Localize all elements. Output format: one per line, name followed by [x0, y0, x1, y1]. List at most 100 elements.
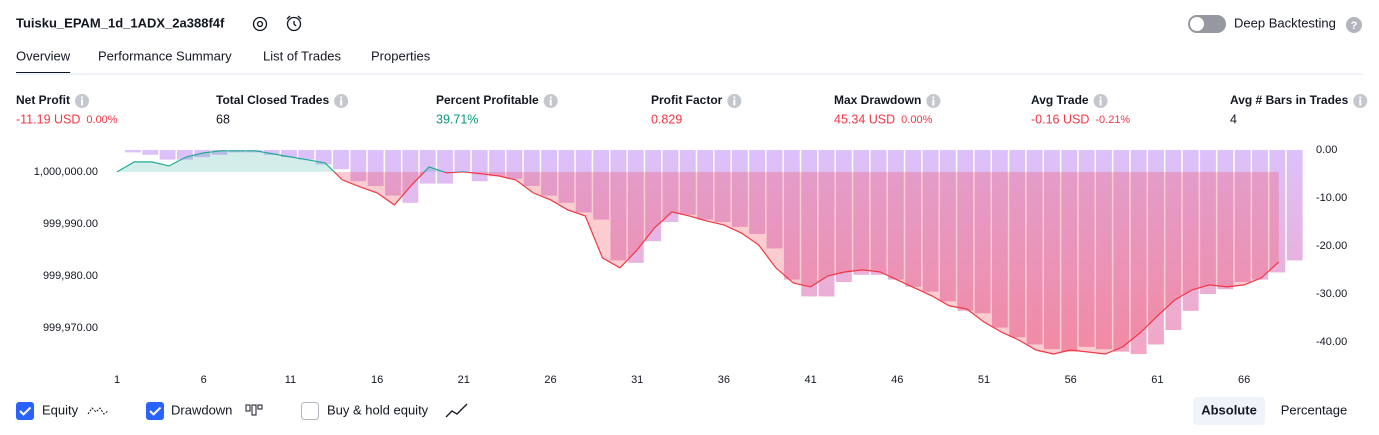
legend-label: Equity [42, 402, 79, 417]
info-stem [81, 99, 83, 106]
strategy-title: Tuisku_EPAM_1d_1ADX_2a388f4f [16, 15, 225, 30]
info-icon[interactable] [926, 94, 941, 108]
drawdown-bar [419, 150, 436, 184]
y2-tick-label: -40.00 [1316, 336, 1347, 348]
x-tick-label: 61 [1151, 374, 1163, 386]
info-stem [1099, 99, 1102, 106]
legend: Equity Drawdown Buy & hold equity [16, 402, 468, 420]
deep-backtesting-label: Deep Backtesting [1234, 15, 1336, 30]
equity-icon [87, 407, 109, 415]
metric-value: -11.19 USD [16, 112, 80, 126]
drawdown-bar [159, 150, 176, 160]
drawdown-bar [125, 150, 141, 153]
metric-label: Total Closed Trades [216, 93, 329, 107]
x-tick-label: 56 [1065, 374, 1077, 386]
x-tick-label: 41 [804, 374, 816, 386]
metrics-row: Net Profit -11.19 USD 0.00% Total Closed Tr… [16, 93, 1368, 126]
deep-backtesting-toggle[interactable] [1188, 15, 1226, 33]
metric-value: 68 [216, 112, 230, 126]
equity-line [116, 150, 1280, 355]
drawdown-bar [437, 150, 453, 184]
metric-value: -0.16 USD [1031, 112, 1089, 126]
drawdown-icon [257, 404, 263, 410]
drawdown-bar [263, 150, 280, 155]
y-tick-label: 999,970.00 [43, 322, 98, 334]
x-tick-label: 11 [285, 374, 296, 386]
drawdown-bar [506, 150, 523, 179]
tab[interactable]: Performance Summary [98, 48, 232, 63]
mode-button-bg[interactable] [1193, 397, 1265, 425]
info-dot [733, 96, 736, 99]
info-stem [549, 99, 552, 106]
info-dot [1099, 96, 1102, 99]
checkmark [19, 406, 32, 416]
metric-label: Net Profit [16, 93, 70, 107]
metric-change: 0.00% [86, 114, 117, 126]
drawdown-bar [454, 150, 471, 172]
checkbox[interactable] [16, 402, 34, 420]
y2-tick-label: -10.00 [1316, 192, 1347, 204]
y2-tick-label: -30.00 [1316, 288, 1347, 300]
drawdown-icon [245, 404, 251, 412]
metric-label: Percent Profitable [436, 93, 539, 107]
equity-area [117, 150, 1279, 354]
checkmark [149, 406, 162, 416]
metric-label: Max Drawdown [834, 93, 921, 107]
info-dot [81, 96, 83, 99]
chart: 1,000,000.00 999,990.00 999,980.00 999,970.… [34, 144, 1347, 386]
metric-change: -0.21% [1095, 114, 1130, 126]
metric-value: 0.829 [651, 112, 682, 126]
x-tick-label: 51 [978, 374, 990, 386]
legend-label: Buy & hold equity [327, 402, 429, 417]
x-tick-label: 16 [371, 374, 383, 386]
x-tick-label: 1 [114, 374, 120, 386]
info-dot [549, 96, 552, 99]
x-tick-label: 36 [718, 374, 730, 386]
metric-label: Avg # Bars in Trades [1230, 93, 1349, 107]
drawdown-icon [251, 404, 257, 416]
metric-label: Avg Trade [1031, 93, 1089, 107]
buyhold-icon [445, 403, 468, 418]
metric-value: 39.71% [436, 112, 478, 126]
info-stem [733, 99, 736, 106]
settings-icon[interactable] [252, 16, 268, 32]
legend-label: Drawdown [171, 402, 232, 417]
svg-text:?: ? [1351, 20, 1358, 32]
info-icon[interactable] [75, 94, 89, 108]
info-stem [932, 99, 935, 106]
info-icon[interactable] [543, 94, 558, 108]
drawdown-bar [1286, 150, 1303, 261]
alert-icon[interactable] [286, 15, 302, 32]
checkbox[interactable] [146, 402, 164, 420]
drawdown-bar [281, 150, 297, 158]
tab-divider [16, 73, 1363, 75]
metric-value: 4 [1230, 112, 1237, 126]
x-tick-label: 46 [891, 374, 903, 386]
info-icon[interactable] [1093, 94, 1108, 108]
drawdown-bar [333, 150, 349, 170]
checkbox[interactable] [301, 402, 319, 420]
mode-switch: Absolute Percentage [1193, 397, 1347, 425]
metric-value: 45.34 USD [834, 112, 895, 126]
info-icon[interactable] [1353, 94, 1368, 108]
x-tick-label: 26 [544, 374, 556, 386]
info-icon[interactable] [727, 94, 742, 108]
drawdown-bar [177, 150, 193, 160]
info-dot [1359, 96, 1362, 99]
help-icon[interactable]: ? [1346, 17, 1362, 33]
tab[interactable]: Properties [371, 48, 431, 63]
metric-label: Profit Factor [651, 93, 723, 107]
x-tick-label: 31 [631, 374, 643, 386]
tab[interactable]: List of Trades [263, 48, 342, 63]
mode-button[interactable]: Percentage [1281, 402, 1348, 417]
mode-button[interactable]: Absolute [1201, 402, 1257, 417]
x-tick-label: 66 [1238, 374, 1250, 386]
y2-tick-label: -20.00 [1316, 240, 1347, 252]
info-stem [1359, 99, 1362, 106]
tab[interactable]: Overview [16, 48, 71, 63]
y2-tick-label: 0.00 [1316, 144, 1337, 156]
x-tick-label: 21 [458, 374, 470, 386]
info-icon[interactable] [334, 94, 349, 108]
info-dot [340, 96, 343, 99]
